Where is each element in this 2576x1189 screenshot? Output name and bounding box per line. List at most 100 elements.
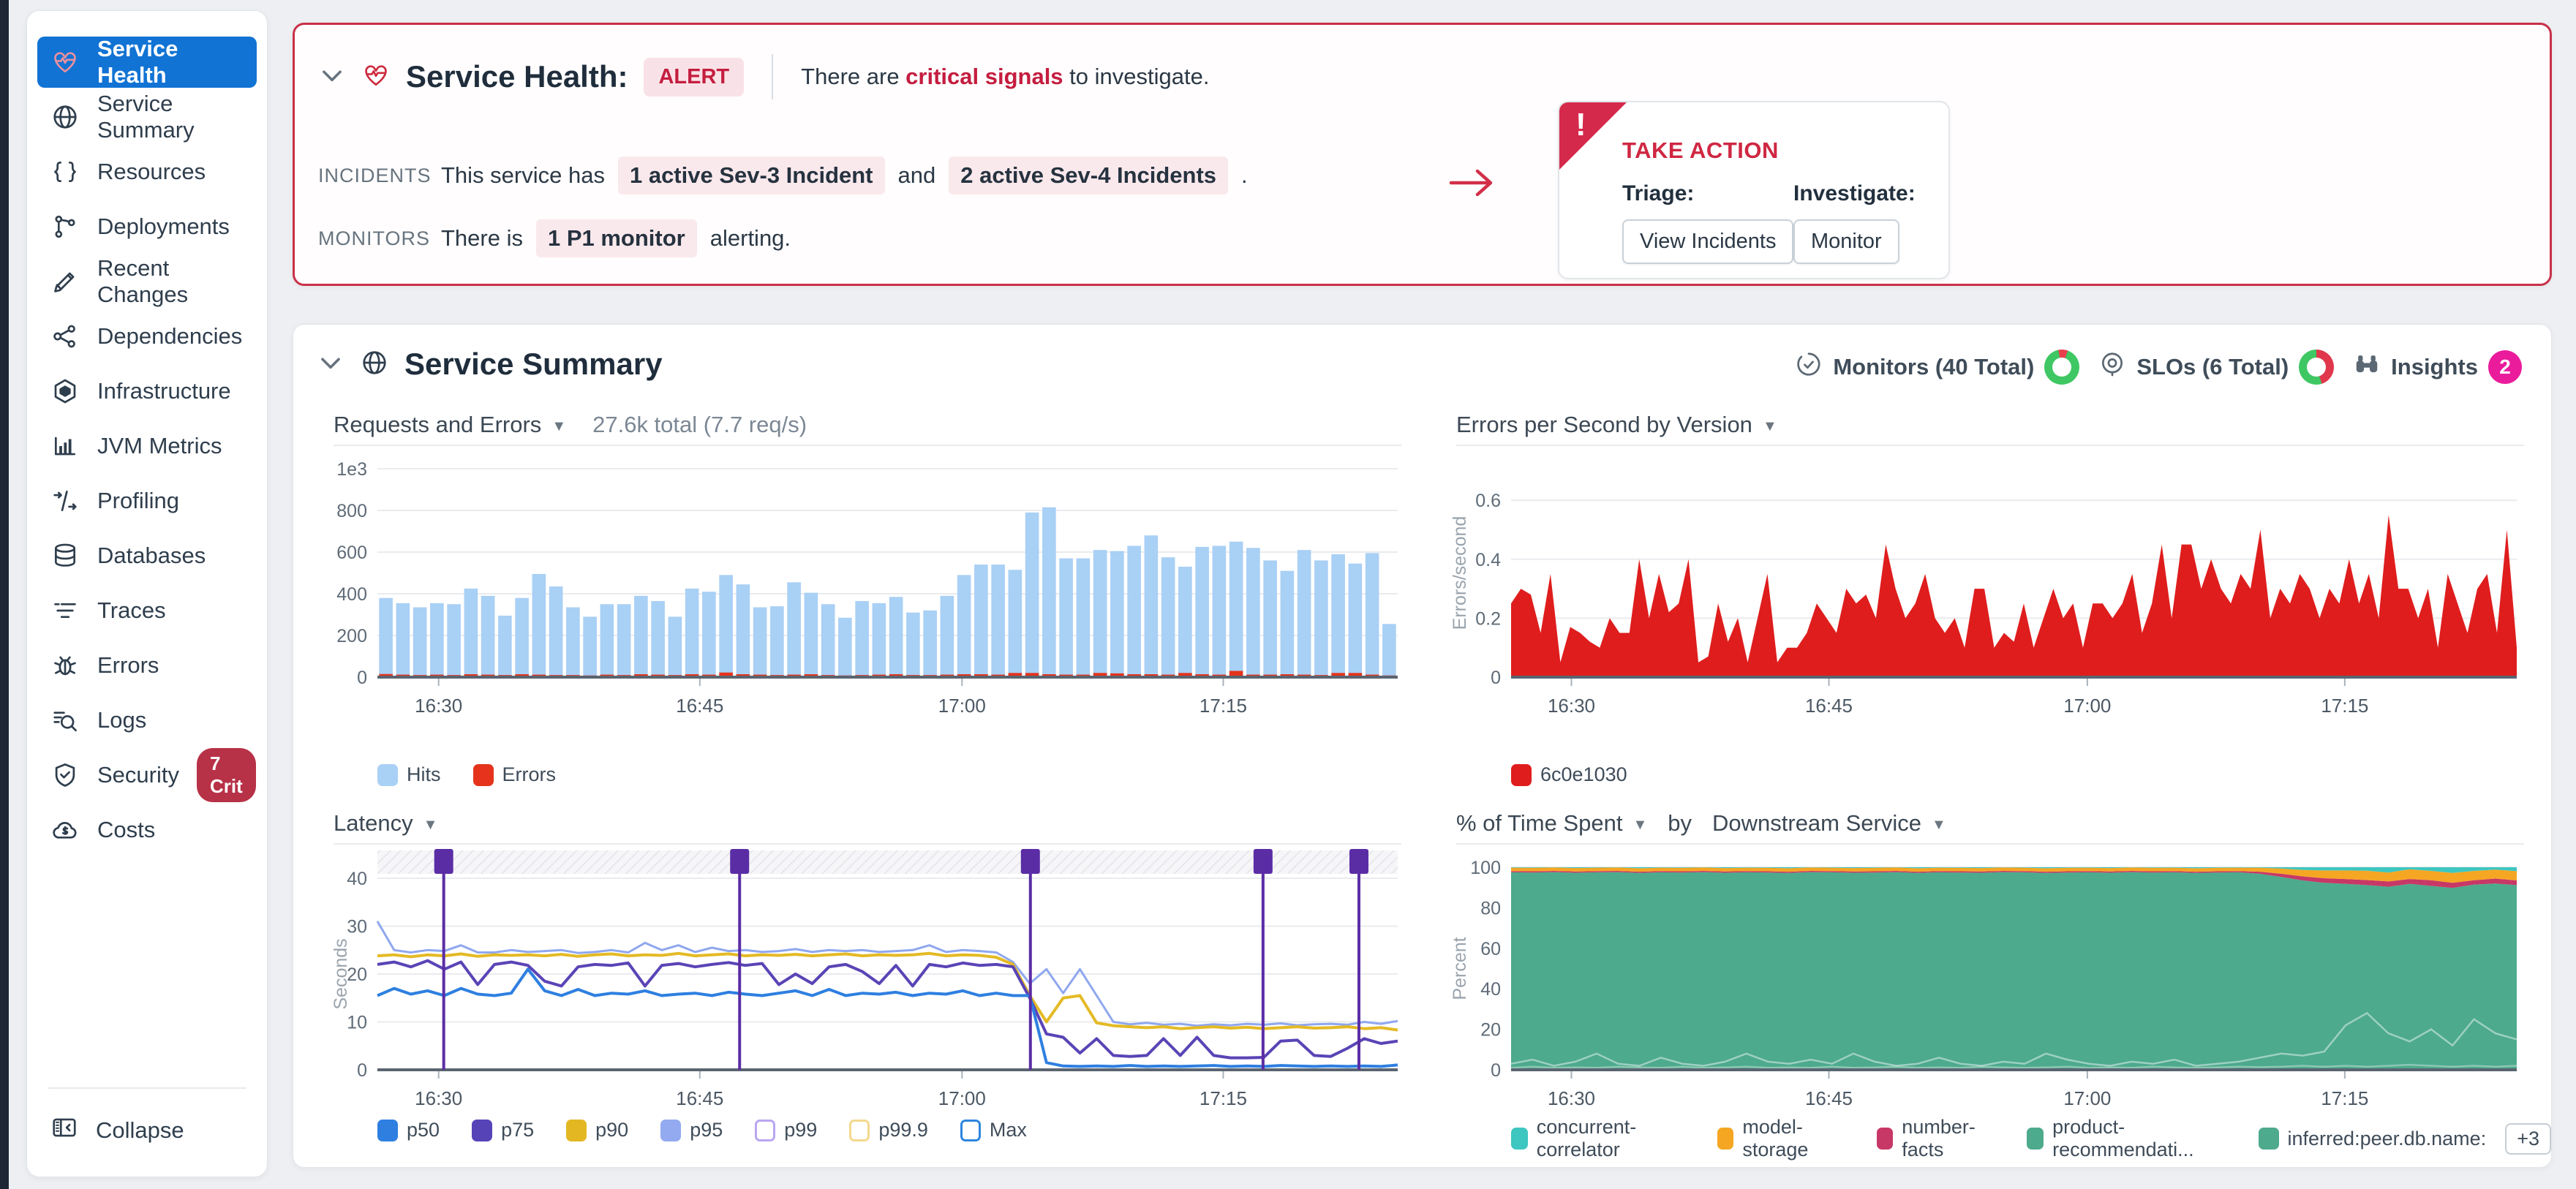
svg-text:0: 0 — [357, 1060, 367, 1081]
monitor-button[interactable]: Monitor — [1793, 219, 1899, 264]
window-edge — [0, 0, 9, 1189]
alerting-text: alerting. — [709, 225, 791, 251]
svg-text:17:00: 17:00 — [2063, 1087, 2111, 1109]
pencil-icon — [50, 267, 80, 296]
divider — [772, 54, 774, 99]
branch-icon — [50, 212, 80, 241]
triage-label: Triage: — [1622, 181, 1695, 205]
sev4-incident-chip[interactable]: 2 active Sev-4 Incidents — [949, 156, 1229, 195]
chevron-down-icon[interactable] — [317, 349, 344, 380]
legend-item-inferred-peer-db-name-[interactable]: inferred:peer.db.name: — [2258, 1128, 2486, 1150]
legend-item-p90[interactable]: p90 — [566, 1119, 628, 1141]
svg-text:0: 0 — [1491, 668, 1501, 688]
legend-item-errors[interactable]: Errors — [472, 763, 556, 786]
legend-item-p75[interactable]: p75 — [472, 1119, 534, 1141]
view-incidents-button[interactable]: View Incidents — [1622, 219, 1794, 264]
legend-swatch — [660, 1119, 682, 1141]
time-spent-chart[interactable]: 0 20 40 60 80 100 16:30 16:45 17:00 17:15 Percent — [1438, 834, 2524, 1127]
sidebar-item-resources[interactable]: Resources — [37, 146, 257, 197]
sidebar-item-profiling[interactable]: Profiling — [37, 475, 257, 526]
svg-text:20: 20 — [347, 965, 367, 985]
legend-swatch — [377, 763, 398, 786]
and-text: and — [897, 162, 936, 188]
sidebar-item-errors[interactable]: Errors — [37, 640, 257, 691]
svg-text:60: 60 — [1480, 939, 1501, 959]
legend-swatch — [960, 1119, 981, 1141]
legend-more-button[interactable]: +3 — [2505, 1122, 2551, 1155]
take-action-title: TAKE ACTION — [1622, 137, 1779, 163]
svg-text:16:30: 16:30 — [1548, 1087, 1595, 1109]
errors-version-chart-title[interactable]: Errors per Second by Version — [1456, 412, 1752, 437]
investigate-label: Investigate: — [1793, 181, 1916, 205]
svg-text:17:00: 17:00 — [2063, 695, 2111, 717]
arrow-right-icon — [1447, 162, 1498, 207]
svg-text:17:15: 17:15 — [2321, 1087, 2368, 1109]
legend-item-p99[interactable]: p99 — [755, 1119, 817, 1141]
time-spent-chart-title[interactable]: % of Time Spent — [1456, 810, 1623, 836]
sidebar-item-infrastructure[interactable]: Infrastructure — [37, 366, 257, 417]
collapse-icon — [50, 1114, 78, 1147]
sidebar-item-security[interactable]: Security 7 Crit — [37, 748, 257, 802]
sidebar-item-traces[interactable]: Traces — [37, 585, 257, 636]
nodes-icon — [50, 322, 80, 351]
latency-chart[interactable]: 0 10 20 30 40 16:30 16:45 17:00 17:15 Seconds — [331, 834, 1401, 1127]
sev3-incident-chip[interactable]: 1 active Sev-3 Incident — [617, 156, 885, 195]
banner-message: There are critical signals to investigat… — [801, 64, 1210, 89]
heart-pulse-icon — [362, 61, 390, 93]
legend-item-max[interactable]: Max — [960, 1119, 1027, 1141]
sidebar-item-jvm-metrics[interactable]: JVM Metrics — [37, 420, 257, 472]
svg-text:Percent: Percent — [1450, 937, 1470, 1000]
chevron-down-icon[interactable] — [318, 61, 346, 93]
svg-text:80: 80 — [1480, 898, 1501, 918]
legend-item-p50[interactable]: p50 — [377, 1119, 440, 1141]
requests-errors-chart[interactable]: 0 200 400 600 800 1e3 16:30 16:45 17:00 17:15 — [334, 454, 1401, 747]
alert-flag — [1559, 102, 1627, 170]
monitors-total-stat[interactable]: Monitors (40 Total) — [1795, 350, 2080, 385]
legend-item-number-facts[interactable]: number-facts — [1876, 1116, 1995, 1161]
errors-by-version-chart[interactable]: 0 0.2 0.4 0.6 16:30 16:45 17:00 17:15 Errors/sec… — [1438, 454, 2524, 747]
sidebar-item-label: Profiling — [97, 488, 179, 513]
svg-text:200: 200 — [336, 626, 367, 646]
sidebar-item-logs[interactable]: Logs — [37, 695, 257, 746]
svg-text:0: 0 — [1491, 1060, 1501, 1081]
caret-down-icon: ▼ — [423, 816, 438, 833]
legend-swatch — [1511, 763, 1532, 786]
legend-item-hits[interactable]: Hits — [377, 763, 441, 786]
svg-text:16:45: 16:45 — [676, 695, 723, 717]
critical-signals-link[interactable]: critical signals — [905, 64, 1063, 89]
slos-donut — [2299, 350, 2335, 385]
legend-swatch — [849, 1119, 870, 1141]
svg-text:400: 400 — [336, 584, 367, 605]
legend-item-product-recommendati-[interactable]: product-recommendati... — [2027, 1116, 2226, 1161]
legend-item-6c0e1030[interactable]: 6c0e1030 — [1511, 763, 1627, 786]
svg-text:40: 40 — [347, 869, 367, 889]
latency-chart-title[interactable]: Latency — [334, 810, 413, 836]
legend-item-concurrent-correlator[interactable]: concurrent-correlator — [1511, 1116, 1685, 1161]
sidebar-item-deployments[interactable]: Deployments — [37, 201, 257, 252]
sidebar-item-recent-changes[interactable]: Recent Changes — [37, 255, 257, 307]
shield-icon — [50, 760, 80, 790]
legend-item-p99-9[interactable]: p99.9 — [849, 1119, 928, 1141]
bug-icon — [50, 651, 80, 680]
legend-item-model-storage[interactable]: model-storage — [1717, 1116, 1845, 1161]
p1-monitor-chip[interactable]: 1 P1 monitor — [535, 219, 697, 257]
sidebar-item-dependencies[interactable]: Dependencies — [37, 311, 257, 362]
group-by-select[interactable]: Downstream Service — [1712, 810, 1921, 836]
legend-swatch — [755, 1119, 776, 1141]
legend-item-p95[interactable]: p95 — [660, 1119, 723, 1141]
svg-text:16:45: 16:45 — [1805, 695, 1853, 717]
svg-text:16:30: 16:30 — [1548, 695, 1595, 717]
sidebar-item-costs[interactable]: Costs — [37, 804, 257, 856]
sidebar-item-service-summary[interactable]: Service Summary — [37, 91, 257, 143]
svg-text:0.4: 0.4 — [1475, 550, 1501, 570]
sidebar-item-databases[interactable]: Databases — [37, 530, 257, 581]
insights-stat[interactable]: Insights 2 — [2353, 350, 2522, 384]
slos-total-stat[interactable]: SLOs (6 Total) — [2098, 350, 2335, 385]
sidebar-item-service-health[interactable]: Service Health — [37, 36, 257, 88]
service-summary-card: Service Summary Monitors (40 Total) SLOs… — [293, 324, 2552, 1168]
caret-down-icon: ▼ — [551, 418, 567, 434]
requests-chart-title[interactable]: Requests and Errors — [334, 412, 542, 437]
sidebar: Service Health Service Summary Resources… — [26, 10, 268, 1177]
sidebar-collapse-button[interactable]: Collapse — [37, 1105, 257, 1156]
